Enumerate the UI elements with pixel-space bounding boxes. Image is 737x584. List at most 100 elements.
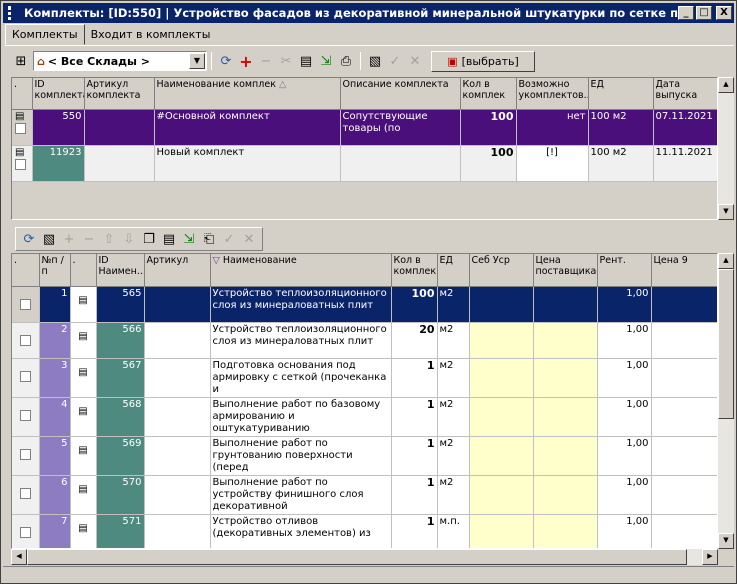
cell-unit: м2 — [437, 322, 470, 359]
add-icon[interactable]: + — [239, 51, 253, 71]
scroll-up-icon[interactable]: ▲ — [718, 77, 734, 93]
scroll-thumb[interactable] — [718, 269, 734, 419]
minimize-button[interactable]: _ — [678, 6, 694, 20]
row-checkbox[interactable] — [15, 158, 26, 170]
cell-article — [144, 397, 211, 437]
title-bar[interactable]: Комплекты: [ID:550] | Устройство фасадов… — [3, 3, 734, 23]
cell-qty: 1 — [391, 358, 438, 398]
cell-supplier-price — [533, 475, 598, 515]
col-header-unit[interactable]: ЕД — [588, 78, 654, 110]
cell-possible: [!] — [516, 145, 589, 182]
pick-icon: ▣ — [447, 54, 458, 68]
cell-price9 — [651, 286, 717, 323]
table-row[interactable]: 3 ▤ 567 Подготовка основания под армиров… — [12, 358, 717, 398]
col-header-marker[interactable]: . — [12, 78, 33, 110]
col-header-id[interactable]: ID комплекта — [32, 78, 85, 110]
row-checkbox[interactable] — [19, 526, 31, 538]
pick-button[interactable]: ▣ [выбрать] — [431, 50, 535, 72]
table-row[interactable]: ▤ 11923 Новый комплект 100 [!] 100 м2 11… — [12, 145, 717, 182]
export-icon[interactable]: ⇲ — [320, 53, 332, 69]
table-row[interactable]: 2 ▤ 566 Устройство теплоизоляционного сл… — [12, 322, 717, 359]
row-checkbox[interactable] — [15, 122, 26, 134]
col-header-name[interactable]: Наименование комплек △ — [154, 78, 341, 110]
items-vscroll[interactable]: ▲ ▼ — [718, 253, 734, 549]
col-header-name[interactable]: ▽ Наименование — [210, 254, 392, 287]
check-icon: ✓ — [389, 53, 401, 69]
col-header-price9[interactable]: Цена 9 — [651, 254, 717, 287]
col-header-id[interactable]: ID Наимен... — [96, 254, 145, 287]
cell-possible: нет — [516, 109, 589, 146]
col-header-unit[interactable]: ЕД — [437, 254, 470, 287]
filter-icon[interactable]: ▽ — [212, 255, 220, 266]
scroll-right-icon[interactable]: ▶ — [702, 549, 718, 565]
document-icon: ▤ — [70, 358, 97, 398]
table-row[interactable]: 4 ▤ 568 Выполнение работ по базовому арм… — [12, 397, 717, 437]
print-icon[interactable]: ⎙ — [340, 53, 352, 69]
import-icon[interactable]: ⎗ — [203, 231, 215, 247]
col-header-marker[interactable]: . — [12, 254, 40, 287]
kits-vscroll[interactable]: ▲ ▼ — [718, 77, 734, 220]
cell-number: 4 — [39, 397, 71, 437]
scroll-up-icon[interactable]: ▲ — [718, 253, 734, 269]
row-checkbox[interactable] — [19, 448, 31, 460]
col-header-supplier-price[interactable]: Цена поставщика — [533, 254, 598, 287]
grid-settings-icon[interactable]: ⊞ — [15, 53, 27, 69]
status-bar — [3, 566, 734, 583]
col-header-qty[interactable]: Кол в комплек — [460, 78, 517, 110]
cancel-icon: ✕ — [409, 53, 421, 69]
cell-rent: 1,00 — [597, 436, 652, 476]
table-row[interactable]: ▤ 550 #Основной комплект Сопутствующие т… — [12, 109, 717, 146]
col-header-type[interactable]: . — [70, 254, 97, 287]
row-checkbox[interactable] — [19, 487, 31, 499]
kits-grid: . ID комплекта Артикул комплекта Наимено… — [11, 77, 718, 220]
paste-icon[interactable]: ▤ — [162, 231, 176, 247]
cell-number: 6 — [39, 475, 71, 515]
table-row[interactable]: 7 ▤ 571 Устройство отливов (декоративных… — [12, 514, 717, 548]
cell-name: #Основной комплект — [154, 109, 341, 146]
cell-qty: 20 — [391, 322, 438, 359]
copy-doc-icon[interactable]: ▧ — [42, 231, 56, 247]
maximize-button[interactable]: □ — [696, 6, 712, 20]
chevron-down-icon[interactable]: ▼ — [189, 53, 205, 69]
col-header-possible[interactable]: Возможно укомплектов... — [516, 78, 589, 110]
col-header-qty[interactable]: Кол в комплек — [391, 254, 438, 287]
document-icon: ▤ — [70, 436, 97, 476]
items-toolbar: ⟳ ▧ + − ⇧ ⇩ ❐ ▤ ⇲ ⎗ ✓ ✕ — [15, 227, 263, 251]
row-checkbox[interactable] — [19, 298, 31, 310]
row-checkbox[interactable] — [19, 370, 31, 382]
row-checkbox[interactable] — [19, 409, 31, 421]
cell-price9 — [651, 397, 717, 437]
col-header-cost[interactable]: Себ Уср — [469, 254, 534, 287]
tab-part-of-kits[interactable]: Входит в комплекты — [90, 28, 211, 41]
cell-article — [144, 322, 211, 359]
copy-icon[interactable]: ❐ — [143, 231, 155, 247]
export-icon[interactable]: ⇲ — [183, 231, 195, 247]
table-row[interactable]: 5 ▤ 569 Выполнение работ по грунтованию … — [12, 436, 717, 476]
close-button[interactable]: X — [716, 6, 732, 20]
tab-panel-border — [5, 45, 734, 47]
table-row[interactable]: 6 ▤ 570 Выполнение работ по устройству ф… — [12, 475, 717, 515]
scroll-thumb[interactable] — [27, 549, 687, 565]
col-header-article[interactable]: Артикул — [144, 254, 211, 287]
paste-icon[interactable]: ▤ — [299, 53, 313, 69]
col-header-description[interactable]: Описание комплекта — [340, 78, 461, 110]
cell-id: 11923 — [32, 145, 85, 182]
scroll-down-icon[interactable]: ▼ — [718, 204, 734, 220]
col-header-date[interactable]: Дата выпуска — [653, 78, 717, 110]
items-hscroll[interactable]: ◀ ▶ — [11, 549, 718, 565]
scroll-down-icon[interactable]: ▼ — [718, 533, 734, 549]
col-header-article[interactable]: Артикул комплекта — [84, 78, 155, 110]
scroll-left-icon[interactable]: ◀ — [11, 549, 27, 565]
refresh-icon[interactable]: ⟳ — [220, 53, 232, 69]
cell-unit: м2 — [437, 286, 470, 323]
cell-number: 3 — [39, 358, 71, 398]
cell-date: 07.11.2021 — [653, 109, 717, 146]
col-header-number[interactable]: №п /п — [39, 254, 71, 287]
warehouse-select[interactable]: ⌂ < Все Склады > ▼ — [33, 51, 207, 71]
tab-kits[interactable]: Комплекты — [5, 24, 85, 45]
copy-doc-icon[interactable]: ▧ — [368, 53, 382, 69]
refresh-icon[interactable]: ⟳ — [23, 231, 35, 247]
row-checkbox[interactable] — [19, 334, 31, 346]
table-row[interactable]: 1 ▤ 565 Устройство теплоизоляционного сл… — [12, 286, 717, 323]
col-header-rent[interactable]: Рент. — [597, 254, 652, 287]
